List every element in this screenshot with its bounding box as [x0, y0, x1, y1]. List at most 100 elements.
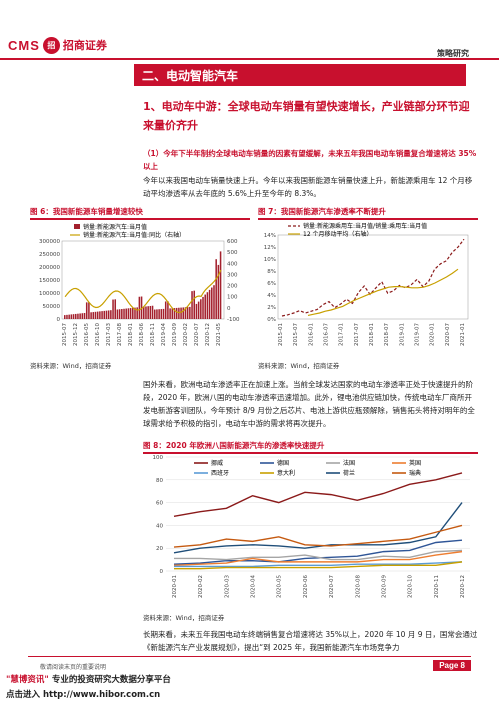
- fig6-bar: [138, 296, 141, 319]
- fig7-penetration-line: [281, 238, 465, 317]
- fig6-x-tick: 2018-11: [150, 323, 156, 346]
- fig6-bar: [118, 309, 121, 319]
- fig8-legend-label: 瑞典: [409, 469, 421, 477]
- fig8-x-tick: 2020-03: [224, 575, 230, 598]
- fig7-ma-line: [307, 268, 459, 316]
- fig7-x-tick: 2020-07: [445, 323, 451, 346]
- fig8-y-tick: 60: [156, 501, 163, 507]
- longterm-paragraph: 长期来看，未来五年我国电动车终端销售复合增速将达 35%以上，2020 年 10…: [143, 630, 478, 652]
- fig6-bar: [72, 314, 75, 319]
- fig6-bar: [64, 315, 66, 319]
- fig8-y-tick: 80: [156, 478, 163, 484]
- fig8-legend-label: 德国: [277, 459, 289, 467]
- fig6-bar: [145, 306, 147, 319]
- fig6-bar: [169, 308, 171, 319]
- fig6-bar: [107, 310, 110, 319]
- fig6-x-tick: 2017-08: [117, 323, 123, 346]
- fig8-legend-label: 西班牙: [211, 469, 229, 477]
- fig8-x-tick: 2020-12: [460, 575, 466, 598]
- page-number: Page 8: [433, 660, 471, 671]
- fig6-right-tick: 0: [227, 306, 231, 312]
- fig7-x-tick: 2017-07: [354, 323, 360, 346]
- fig8-y-tick: 100: [153, 455, 164, 461]
- fig6-bar: [151, 305, 154, 319]
- header-divider: [0, 58, 499, 60]
- fig6-bar: [186, 307, 189, 319]
- fig8-series-line: [174, 561, 463, 570]
- fig8-legend-label: 挪威: [211, 459, 223, 467]
- fig6-bar: [96, 311, 99, 319]
- fig6-bar: [66, 314, 68, 319]
- fig7-x-tick: 2016-01: [308, 323, 314, 346]
- fig6-x-tick: 2017-03: [106, 323, 112, 346]
- fig6-bar: [149, 305, 152, 319]
- fig6-bar: [206, 292, 209, 319]
- fig6-right-tick: -100: [227, 317, 240, 323]
- fig6-left-tick: 100000: [39, 291, 60, 297]
- footer-note: 敬请阅读末页的重要说明: [40, 664, 107, 671]
- fig6-rule: [30, 218, 250, 220]
- fig7-source: 资料来源：Wind，招商证券: [258, 362, 340, 370]
- fig8-x-tick: 2020-05: [277, 575, 283, 598]
- fig6-bar: [127, 308, 130, 319]
- fig6-x-tick: 2018-06: [139, 323, 145, 346]
- fig6-bar: [143, 306, 145, 319]
- fig7-y-tick: 12%: [264, 245, 276, 251]
- fig7-y-tick: 8%: [267, 269, 276, 275]
- fig6-x-tick: 2015-07: [62, 323, 68, 346]
- fig7-x-tick: 2018-01: [369, 323, 375, 346]
- fig8-legend-label: 法国: [343, 459, 355, 467]
- fig6-bar: [173, 308, 176, 319]
- fig7-y-tick: 6%: [267, 281, 276, 287]
- fig6-bar: [136, 307, 138, 319]
- fig6-bar: [94, 311, 97, 319]
- fig6-bar: [213, 285, 215, 319]
- fig6-bar: [77, 313, 79, 319]
- fig6-bar: [103, 310, 106, 319]
- fig6-bar: [90, 312, 92, 319]
- hibor-link[interactable]: 点击进入 http://www.hibor.com.cn: [6, 690, 161, 700]
- hibor-brand: "慧博资讯": [6, 675, 49, 685]
- fig6-bar: [99, 311, 101, 319]
- fig6-right-tick: 600: [227, 239, 238, 245]
- fig6-right-tick: 500: [227, 250, 238, 256]
- fig8-x-tick: 2020-02: [198, 575, 204, 598]
- fig6-bar: [202, 296, 204, 319]
- fig6-left-tick: 200000: [39, 265, 60, 271]
- fig6-x-tick: 2015-12: [73, 323, 79, 346]
- fig8-y-tick: 0: [160, 569, 164, 575]
- fig7-legend-0: 销量:新能源乘用车:当月值/销量:乘用车:当月值: [303, 222, 427, 230]
- fig6-bar: [208, 289, 211, 319]
- footer-divider: [28, 656, 471, 657]
- fig6-chart: 300000 250000 200000 150000 100000 50000 0 600 5…: [39, 223, 240, 346]
- hibor-banner: "慧博资讯" 专业的投资研究大数据分享平台: [6, 673, 171, 685]
- logo-mark: 招: [42, 36, 60, 54]
- fig6-bar: [121, 309, 123, 319]
- fig7-y-tick: 0%: [267, 317, 276, 323]
- fig6-bar: [74, 313, 77, 319]
- fig6-right-tick: 300: [227, 272, 238, 278]
- fig7-x-tick: 2015-01: [278, 323, 284, 346]
- fig6-bar: [200, 299, 202, 319]
- fig6-bar: [123, 308, 125, 319]
- fig6-x-tick: 2020-07: [194, 323, 200, 346]
- fig6-x-tick: 2020-02: [183, 323, 189, 346]
- fig6-left-tick: 250000: [39, 252, 60, 258]
- fig8-x-tick: 2020-07: [329, 575, 335, 598]
- fig6-bar: [160, 309, 163, 319]
- fig6-bar: [197, 301, 200, 319]
- fig6-bar: [83, 312, 86, 319]
- fig8-series-line: [173, 502, 463, 554]
- fig6-legend-swatch-0: [74, 224, 80, 229]
- fig6-legend-0: 销量:新能源汽车:当月值: [83, 223, 147, 231]
- fig6-bar: [204, 294, 206, 319]
- fig6-left-tick: 0: [57, 317, 61, 323]
- fig6-bar: [79, 313, 81, 319]
- fig6-x-tick: 2021-05: [216, 323, 222, 346]
- fig6-bar: [129, 308, 132, 319]
- fig8-series-line: [174, 561, 463, 568]
- fig6-x-tick: 2016-05: [84, 323, 90, 346]
- fig8-title: 图 8：2020 年欧洲八国新能源汽车的渗透率快速提升: [143, 441, 325, 450]
- fig7-x-tick: 2019-01: [399, 323, 405, 346]
- fig6-bar: [175, 307, 178, 319]
